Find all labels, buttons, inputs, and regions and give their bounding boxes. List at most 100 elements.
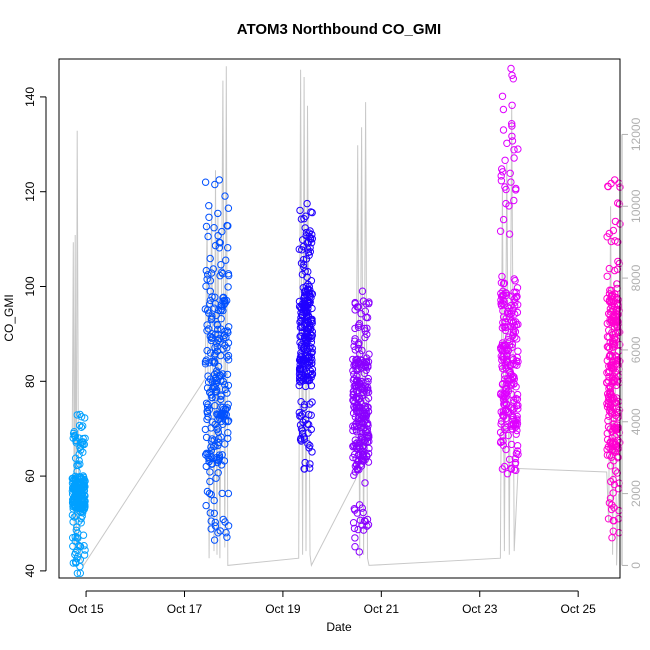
data-point-flight5 xyxy=(503,380,512,388)
data-point-flight1 xyxy=(71,533,79,541)
data-point-flight5 xyxy=(498,362,506,370)
data-point-flight4 xyxy=(352,426,360,434)
data-point-flight6 xyxy=(608,501,616,509)
data-point-flight5 xyxy=(514,450,522,459)
data-point-flight4 xyxy=(349,397,358,405)
data-point-flight2 xyxy=(214,415,222,424)
data-point-flight2 xyxy=(219,294,227,302)
data-point-flight2 xyxy=(219,515,228,524)
data-point-flight4 xyxy=(358,392,366,400)
data-point-flight5 xyxy=(505,230,514,238)
data-point-flight4 xyxy=(358,432,366,440)
data-point-flight2 xyxy=(224,429,232,437)
data-point-flight2 xyxy=(221,192,229,200)
data-point-flight2 xyxy=(204,378,213,386)
data-point-flight5 xyxy=(511,333,519,341)
data-point-flight6 xyxy=(603,435,612,444)
data-point-flight2 xyxy=(201,178,210,186)
data-point-flight6 xyxy=(607,477,615,486)
data-point-flight6 xyxy=(611,237,619,245)
data-point-flight3 xyxy=(307,208,315,216)
data-point-flight6 xyxy=(611,467,620,475)
data-point-flight4 xyxy=(352,404,361,412)
data-point-flight6 xyxy=(610,420,618,428)
data-point-flight5 xyxy=(510,154,518,162)
data-point-flight6 xyxy=(611,176,619,184)
data-point-flight2 xyxy=(217,395,225,404)
data-point-flight2 xyxy=(205,213,213,222)
y2-tick-label: 6000 xyxy=(629,336,643,363)
data-point-flight6 xyxy=(611,302,619,311)
data-point-flight2 xyxy=(206,300,214,308)
data-point-flight2 xyxy=(224,381,233,390)
data-point-flight5 xyxy=(505,304,513,313)
data-point-flight3 xyxy=(299,366,308,374)
data-point-flight1 xyxy=(73,411,81,419)
data-point-flight2 xyxy=(224,244,232,252)
data-point-flight2 xyxy=(204,271,212,279)
data-point-flight1 xyxy=(76,443,84,452)
data-point-flight5 xyxy=(512,466,520,475)
data-point-flight5 xyxy=(503,323,511,331)
data-point-flight6 xyxy=(609,226,618,235)
data-point-flight3 xyxy=(297,434,305,442)
data-point-flight2 xyxy=(205,489,214,498)
data-point-flight3 xyxy=(304,440,312,448)
data-point-flight3 xyxy=(307,239,316,247)
data-point-flight3 xyxy=(299,418,307,426)
data-point-flight5 xyxy=(506,169,514,178)
data-point-flight2 xyxy=(207,490,215,499)
data-point-flight4 xyxy=(362,313,370,322)
data-point-flight1 xyxy=(71,478,80,486)
y-tick-label: 120 xyxy=(23,181,37,201)
data-point-flight2 xyxy=(212,373,220,382)
data-point-flight5 xyxy=(500,322,508,331)
data-point-flight5 xyxy=(497,172,505,180)
data-point-flight3 xyxy=(308,344,316,353)
data-point-flight5 xyxy=(500,279,509,287)
data-point-flight2 xyxy=(225,271,233,280)
data-point-flight2 xyxy=(217,392,225,400)
data-point-flight4 xyxy=(358,287,367,295)
data-point-flight4 xyxy=(364,429,372,437)
data-point-flight6 xyxy=(607,237,615,246)
data-point-flight5 xyxy=(513,284,522,292)
data-point-flight3 xyxy=(306,400,314,408)
data-point-flight4 xyxy=(364,521,373,529)
data-point-flight5 xyxy=(507,64,515,73)
data-point-flight5 xyxy=(507,390,516,398)
data-point-flight6 xyxy=(603,319,611,328)
data-point-flight2 xyxy=(206,254,214,263)
data-point-flight6 xyxy=(604,343,612,351)
data-point-flight5 xyxy=(510,396,518,405)
data-point-flight5 xyxy=(503,139,511,148)
data-point-flight3 xyxy=(304,267,312,276)
data-point-flight3 xyxy=(302,311,311,319)
data-point-flight2 xyxy=(202,449,211,457)
data-point-flight6 xyxy=(609,339,618,348)
data-point-flight6 xyxy=(610,394,618,403)
data-point-flight2 xyxy=(205,325,213,333)
data-point-flight5 xyxy=(514,405,522,413)
x-tick-label: Oct 23 xyxy=(462,602,498,616)
data-point-flight2 xyxy=(205,202,213,210)
data-point-flight2 xyxy=(210,509,219,517)
data-point-flight5 xyxy=(499,441,507,449)
data-point-flight2 xyxy=(225,323,233,331)
y2-tick-label: 2000 xyxy=(629,480,643,507)
data-point-flight2 xyxy=(222,256,230,264)
data-point-flight3 xyxy=(303,345,311,353)
data-point-flight2 xyxy=(202,433,211,442)
data-point-flight4 xyxy=(362,405,370,414)
data-point-flight3 xyxy=(299,256,308,264)
data-point-flight2 xyxy=(207,517,215,525)
data-point-flight4 xyxy=(351,534,359,542)
data-point-flight6 xyxy=(607,360,616,368)
data-point-flight5 xyxy=(514,145,522,153)
data-point-flight2 xyxy=(208,460,217,468)
data-point-flight5 xyxy=(514,320,522,329)
data-point-flight2 xyxy=(203,275,211,283)
data-point-flight1 xyxy=(77,423,86,431)
data-point-flight5 xyxy=(511,360,519,369)
data-point-flight3 xyxy=(304,317,313,326)
